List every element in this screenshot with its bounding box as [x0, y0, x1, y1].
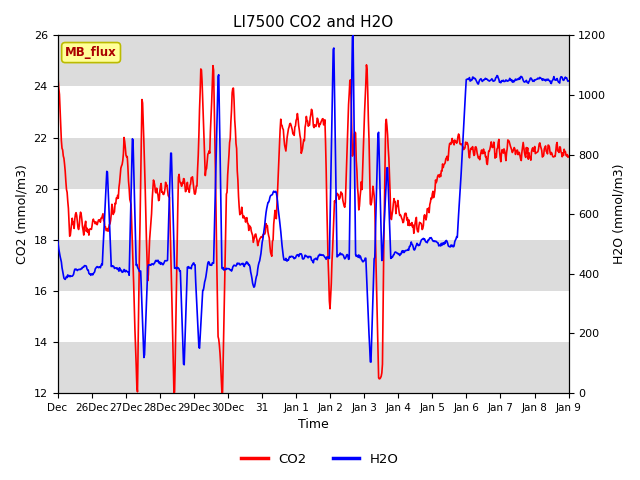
- Bar: [58, 36, 568, 86]
- Bar: [58, 342, 568, 393]
- Title: LI7500 CO2 and H2O: LI7500 CO2 and H2O: [233, 15, 393, 30]
- Legend: CO2, H2O: CO2, H2O: [236, 447, 404, 471]
- Y-axis label: CO2 (mmol/m3): CO2 (mmol/m3): [15, 164, 28, 264]
- Bar: [58, 138, 568, 189]
- Text: MB_flux: MB_flux: [65, 46, 117, 59]
- Y-axis label: H2O (mmol/m3): H2O (mmol/m3): [612, 164, 625, 264]
- Bar: [58, 240, 568, 291]
- X-axis label: Time: Time: [298, 419, 328, 432]
